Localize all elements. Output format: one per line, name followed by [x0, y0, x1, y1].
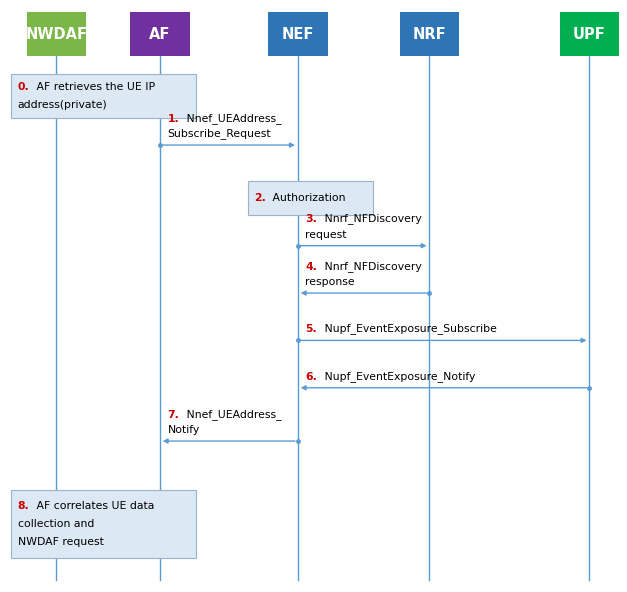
Text: Nupf_EventExposure_Notify: Nupf_EventExposure_Notify	[320, 371, 475, 382]
Text: 5.: 5.	[305, 324, 317, 334]
Text: Nupf_EventExposure_Subscribe: Nupf_EventExposure_Subscribe	[320, 324, 497, 334]
Text: NRF: NRF	[413, 27, 446, 41]
Text: Nnrf_NFDiscovery: Nnrf_NFDiscovery	[320, 214, 421, 224]
Text: collection and: collection and	[18, 519, 94, 529]
Text: 1.: 1.	[167, 114, 179, 124]
Text: Nnrf_NFDiscovery: Nnrf_NFDiscovery	[320, 261, 421, 272]
Text: Nnef_UEAddress_: Nnef_UEAddress_	[182, 113, 281, 124]
FancyBboxPatch shape	[248, 181, 373, 215]
Text: 7.: 7.	[167, 410, 179, 420]
Text: 2.: 2.	[254, 194, 266, 203]
FancyBboxPatch shape	[26, 12, 87, 56]
Text: NEF: NEF	[282, 27, 314, 41]
Text: 0.: 0.	[18, 82, 29, 92]
FancyBboxPatch shape	[400, 12, 459, 56]
FancyBboxPatch shape	[559, 12, 619, 56]
Text: 3.: 3.	[305, 214, 317, 224]
FancyBboxPatch shape	[130, 12, 189, 56]
Text: NWDAF: NWDAF	[26, 27, 87, 41]
Text: 6.: 6.	[305, 372, 317, 382]
Text: address(private): address(private)	[18, 100, 107, 110]
Text: AF: AF	[149, 27, 171, 41]
Text: AF retrieves the UE IP: AF retrieves the UE IP	[33, 82, 155, 92]
Text: AF correlates UE data: AF correlates UE data	[33, 501, 154, 511]
Text: Subscribe_Request: Subscribe_Request	[167, 128, 271, 139]
Text: UPF: UPF	[573, 27, 606, 41]
Text: Notify: Notify	[167, 425, 199, 435]
Text: request: request	[305, 230, 347, 240]
Text: response: response	[305, 277, 355, 287]
Text: Nnef_UEAddress_: Nnef_UEAddress_	[182, 409, 282, 420]
Text: 4.: 4.	[305, 262, 317, 272]
Text: 8.: 8.	[18, 501, 29, 511]
Text: Authorization: Authorization	[269, 194, 345, 203]
Text: NWDAF request: NWDAF request	[18, 537, 103, 546]
FancyBboxPatch shape	[11, 490, 196, 558]
FancyBboxPatch shape	[268, 12, 327, 56]
FancyBboxPatch shape	[11, 74, 196, 118]
